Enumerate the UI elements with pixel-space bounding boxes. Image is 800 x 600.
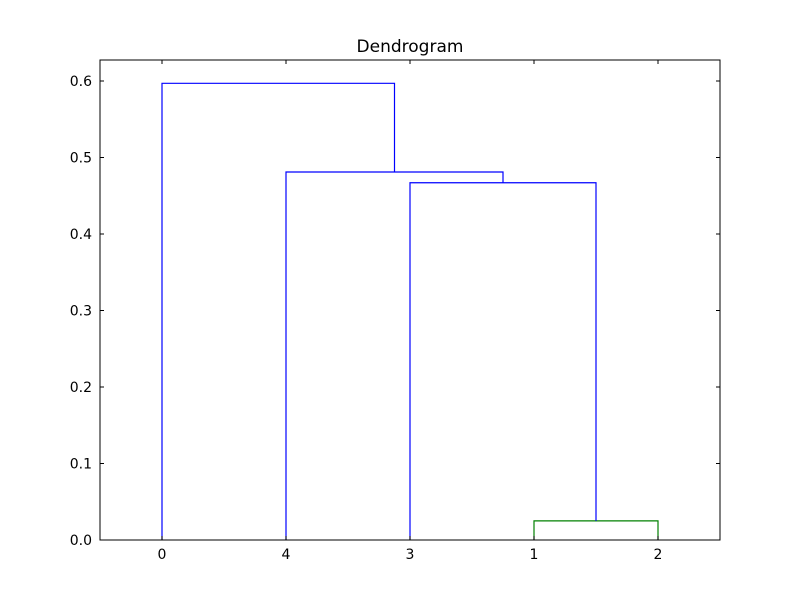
dendrogram-link	[161, 82, 396, 540]
dendrogram-link	[409, 182, 597, 540]
x-axis: 0 4 3 1 2	[158, 60, 663, 563]
y-tick-label: 0.3	[70, 304, 92, 320]
y-tick-label: 0.0	[70, 533, 92, 549]
y-tick-label: 0.1	[70, 457, 92, 473]
x-tick-label: 0	[158, 547, 167, 563]
dendrogram-link	[285, 171, 504, 540]
y-tick-label: 0.2	[70, 380, 92, 396]
dendrogram-links	[161, 82, 659, 540]
dendrogram-link	[533, 520, 659, 540]
x-tick-label: 4	[282, 547, 291, 563]
y-axis: 0.0 0.1 0.2 0.3 0.4 0.5 0.6	[70, 74, 720, 549]
y-tick-label: 0.6	[70, 74, 92, 90]
chart-title: Dendrogram	[357, 37, 464, 57]
y-tick-label: 0.5	[70, 151, 92, 167]
x-tick-label: 1	[530, 547, 539, 563]
y-tick-label: 0.4	[70, 227, 92, 243]
x-tick-label: 3	[406, 547, 415, 563]
x-tick-label: 2	[654, 547, 663, 563]
